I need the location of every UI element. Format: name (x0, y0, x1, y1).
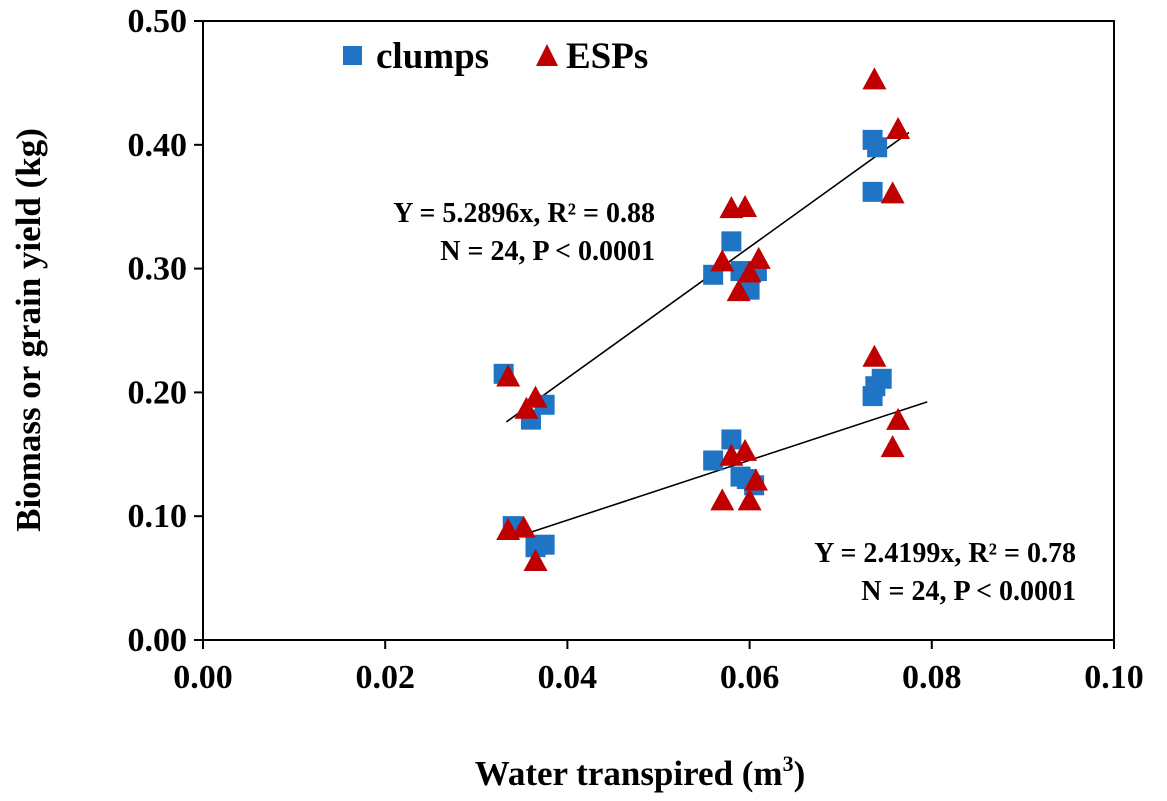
data-point (886, 407, 911, 430)
data-point (733, 438, 758, 461)
data-point (871, 368, 892, 389)
data-point (862, 67, 887, 90)
x-axis-title-superscript: 3 (783, 751, 794, 776)
plot-area (202, 20, 1115, 641)
y-tick-label: 0.40 (128, 127, 188, 164)
data-point (737, 488, 762, 511)
annotation-lower: Y = 2.4199x, R² = 0.78 N = 24, P < 0.000… (814, 538, 1076, 607)
legend-marker-esps (536, 44, 558, 66)
y-tick-label: 0.50 (128, 3, 188, 40)
data-point (523, 549, 548, 572)
data-point (710, 249, 735, 272)
x-tick-label: 0.10 (1084, 659, 1144, 696)
data-point (886, 116, 911, 139)
data-point (867, 137, 888, 158)
annotation-lower-stats: N = 24, P < 0.0001 (861, 576, 1076, 607)
data-point (523, 385, 548, 408)
data-point (710, 488, 735, 511)
y-tick-label: 0.00 (128, 622, 188, 659)
data-point (862, 344, 887, 367)
legend-label-esps: ESPs (566, 36, 648, 77)
annotation-upper-stats: N = 24, P < 0.0001 (440, 236, 655, 267)
data-point (703, 450, 724, 471)
data-points (493, 67, 911, 572)
legend: clumps ESPs (343, 36, 648, 77)
data-point (746, 246, 771, 269)
series-esps (496, 67, 911, 572)
annotation-upper-equation: Y = 5.2896x, R² = 0.88 (393, 198, 655, 229)
data-point (743, 468, 768, 491)
x-tick-label: 0.04 (538, 659, 598, 696)
y-tick-label: 0.20 (128, 374, 188, 411)
data-point (525, 537, 546, 558)
x-tick-label: 0.00 (173, 659, 233, 696)
y-tick-label: 0.30 (128, 251, 188, 288)
data-point (721, 231, 742, 252)
data-point (726, 279, 751, 302)
data-point (880, 181, 905, 204)
x-axis-title-close: ) (794, 754, 806, 793)
axes: 0.00 0.10 0.20 0.30 0.40 0.50 0.00 0.02 0.04 0.06… (128, 3, 1144, 696)
y-tick-label: 0.10 (128, 498, 188, 535)
data-point (511, 515, 536, 538)
y-axis-title: Biomass or grain yield (kg) (9, 128, 48, 532)
data-point (862, 181, 883, 202)
plot-border (202, 20, 1115, 641)
data-point (496, 364, 521, 387)
data-point (514, 396, 539, 419)
x-tick-label: 0.06 (720, 659, 780, 696)
x-axis-title-main: Water transpired (m (475, 754, 783, 793)
x-tick-label: 0.02 (355, 659, 415, 696)
annotation-lower-equation: Y = 2.4199x, R² = 0.78 (814, 538, 1076, 569)
x-tick-label: 0.08 (902, 659, 962, 696)
legend-marker-clumps (343, 46, 362, 65)
legend-label-clumps: clumps (376, 36, 489, 77)
x-axis-title: Water transpired (m3) (475, 751, 806, 793)
series-clumps (493, 129, 892, 558)
data-point (880, 435, 905, 458)
data-point (733, 194, 758, 217)
data-point (721, 429, 742, 450)
annotation-upper: Y = 5.2896x, R² = 0.88 N = 24, P < 0.000… (393, 198, 655, 267)
data-point (737, 260, 762, 283)
